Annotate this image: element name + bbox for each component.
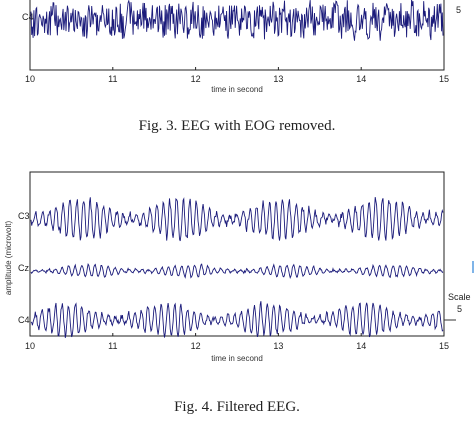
series-line-c3 [30, 197, 444, 242]
channel-label-c4: C4 [18, 315, 30, 325]
x-tick-label: 13 [273, 341, 283, 351]
figure-3-caption: Fig. 3. EEG with EOG removed. [138, 118, 336, 134]
scale-label: Scale [448, 292, 471, 302]
x-tick-label: 15 [439, 74, 449, 84]
x-tick-label: 13 [273, 74, 283, 84]
figure-4-caption: Fig. 4. Filtered EEG. [174, 399, 300, 415]
x-axis-label: time in second [211, 85, 263, 94]
x-axis-label: time in second [211, 354, 263, 363]
eeg-traces [30, 197, 444, 338]
x-tick-label: 12 [191, 74, 201, 84]
eeg-trace-c4 [30, 0, 445, 41]
scale-value: 5 [456, 5, 461, 15]
x-tick-label: 10 [25, 341, 35, 351]
x-tick-label: 11 [108, 74, 117, 84]
figure-4-svg: amplitude (microvolt) C3 Cz C4 Scale 5 1… [4, 171, 474, 363]
series-line-c4 [30, 0, 444, 41]
channel-label-cz: Cz [18, 263, 29, 273]
plot-frame [29, 171, 445, 337]
channel-label-c4: C4 [22, 12, 34, 22]
x-axis-ticks: 10 11 12 13 14 15 [25, 67, 449, 84]
x-tick-label: 14 [356, 74, 366, 84]
x-tick-label: 10 [25, 74, 35, 84]
figure-4-plot: amplitude (microvolt) C3 Cz C4 Scale 5 1… [0, 162, 474, 367]
figure-3-svg: C4 5 10 11 12 13 14 15 time in second [22, 0, 461, 94]
x-tick-label: 11 [108, 341, 117, 351]
channel-label-c3: C3 [18, 211, 30, 221]
series-line-c4 [30, 301, 444, 338]
plot-frame [29, 0, 445, 71]
figure-3-plot: C4 5 10 11 12 13 14 15 time in second [0, 0, 474, 100]
x-tick-label: 12 [191, 341, 201, 351]
x-tick-label: 14 [356, 341, 366, 351]
right-edge-marker [472, 261, 474, 273]
scale-value: 5 [457, 304, 462, 314]
x-tick-label: 15 [439, 341, 449, 351]
series-line-cz [30, 263, 444, 280]
y-axis-label: amplitude (microvolt) [4, 221, 13, 296]
x-axis-ticks: 10 11 12 13 14 15 [25, 333, 449, 351]
